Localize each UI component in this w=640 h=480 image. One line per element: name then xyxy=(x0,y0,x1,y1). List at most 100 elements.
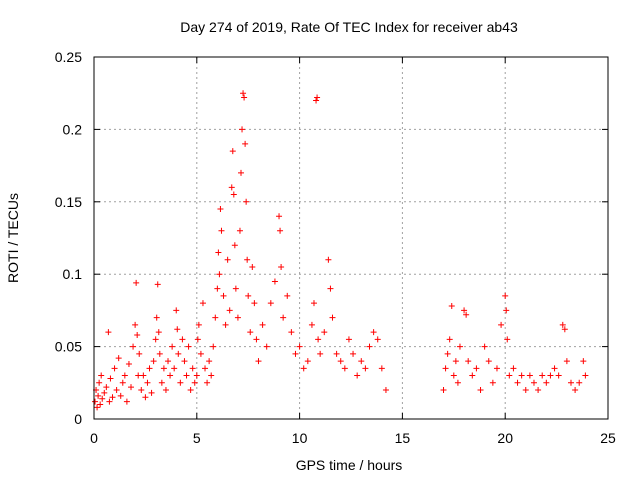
data-point xyxy=(247,329,254,336)
data-point xyxy=(337,358,344,365)
data-point xyxy=(175,350,182,357)
data-point xyxy=(325,256,332,263)
data-point xyxy=(158,379,165,386)
data-point xyxy=(215,249,222,256)
data-point xyxy=(94,404,101,411)
data-points xyxy=(92,90,589,411)
data-point xyxy=(362,365,369,372)
data-point xyxy=(333,350,340,357)
x-tick-label: 25 xyxy=(600,430,616,446)
data-point xyxy=(477,387,484,394)
data-point xyxy=(216,271,223,278)
data-point xyxy=(218,227,225,234)
data-point xyxy=(130,343,137,350)
data-point xyxy=(572,387,579,394)
data-point xyxy=(136,350,143,357)
data-point xyxy=(133,279,140,286)
data-point xyxy=(115,355,122,362)
data-point xyxy=(155,329,162,336)
x-tick-label: 0 xyxy=(90,430,98,446)
data-point xyxy=(123,398,130,405)
data-point xyxy=(251,300,258,307)
data-point xyxy=(152,336,159,343)
data-point xyxy=(101,389,108,396)
data-point xyxy=(450,372,457,379)
data-point xyxy=(580,358,587,365)
data-point xyxy=(481,343,488,350)
data-point xyxy=(148,389,155,396)
data-point xyxy=(503,307,510,314)
data-point xyxy=(92,398,99,405)
data-point xyxy=(469,372,476,379)
data-point xyxy=(240,90,247,97)
data-point xyxy=(582,372,589,379)
data-point xyxy=(535,387,542,394)
data-point xyxy=(358,358,365,365)
data-point xyxy=(452,358,459,365)
data-point xyxy=(539,372,546,379)
data-point xyxy=(144,379,151,386)
data-point xyxy=(220,292,227,299)
data-point xyxy=(239,126,246,133)
data-point xyxy=(95,392,102,399)
data-point xyxy=(160,365,167,372)
data-point xyxy=(132,321,139,328)
y-tick-label: 0 xyxy=(74,411,82,427)
data-point xyxy=(502,292,509,299)
x-tick-labels: 0 5 10 15 20 25 xyxy=(90,430,616,446)
data-point xyxy=(559,321,566,328)
data-point xyxy=(236,227,243,234)
data-point xyxy=(382,387,389,394)
data-point xyxy=(296,343,303,350)
data-point xyxy=(551,365,558,372)
data-point xyxy=(109,394,116,401)
data-point xyxy=(255,358,262,365)
data-point xyxy=(378,365,385,372)
data-point xyxy=(446,336,453,343)
data-point xyxy=(329,314,336,321)
data-point xyxy=(222,321,229,328)
data-point xyxy=(111,365,118,372)
data-point xyxy=(310,300,317,307)
data-point xyxy=(165,358,172,365)
grid-lines xyxy=(94,57,608,419)
data-point xyxy=(506,372,513,379)
data-point xyxy=(543,379,550,386)
data-point xyxy=(456,343,463,350)
data-point xyxy=(98,372,105,379)
x-tick-label: 10 xyxy=(292,430,308,446)
data-point xyxy=(304,358,311,365)
data-point xyxy=(510,365,517,372)
data-point xyxy=(271,278,278,285)
data-point xyxy=(489,379,496,386)
data-point xyxy=(181,358,188,365)
data-point xyxy=(185,343,192,350)
data-point xyxy=(300,365,307,372)
data-point xyxy=(197,350,204,357)
data-point xyxy=(121,372,128,379)
data-point xyxy=(485,358,492,365)
data-point xyxy=(156,350,163,357)
data-point xyxy=(244,256,251,263)
data-point xyxy=(321,329,328,336)
data-point xyxy=(231,242,238,249)
data-point xyxy=(217,206,224,213)
data-point xyxy=(498,321,505,328)
x-tick-label: 5 xyxy=(193,430,201,446)
data-point xyxy=(119,379,126,386)
data-point xyxy=(134,332,141,339)
data-point xyxy=(522,387,529,394)
data-point xyxy=(461,307,468,314)
data-point xyxy=(284,292,291,299)
axis-ticks xyxy=(93,56,609,420)
data-point xyxy=(514,379,521,386)
data-point xyxy=(183,372,190,379)
data-point xyxy=(277,227,284,234)
data-point xyxy=(229,148,236,155)
data-point xyxy=(313,97,320,104)
data-point xyxy=(259,321,266,328)
data-point xyxy=(242,140,249,147)
data-point xyxy=(276,213,283,220)
data-point xyxy=(576,379,583,386)
